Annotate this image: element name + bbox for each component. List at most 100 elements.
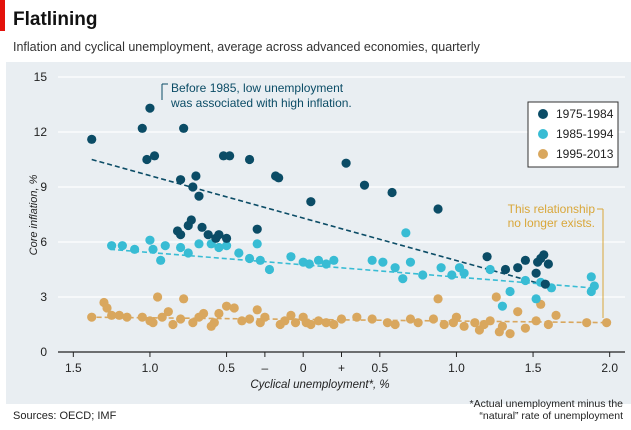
point-1995-2013 — [209, 318, 219, 328]
point-1985-1994 — [148, 244, 158, 254]
point-1985-1994 — [447, 270, 457, 280]
chart-panel — [6, 62, 631, 404]
point-1995-2013 — [260, 312, 270, 322]
y-tick-labels: 0 3 6 9 12 15 — [34, 70, 48, 359]
point-1995-2013 — [551, 310, 561, 320]
point-1995-2013 — [505, 329, 515, 339]
point-1985-1994 — [145, 235, 155, 245]
point-1985-1994 — [418, 270, 428, 280]
point-1995-2013 — [485, 316, 495, 326]
point-1995-2013 — [237, 316, 247, 326]
point-1995-2013 — [491, 292, 501, 302]
point-1995-2013 — [163, 307, 173, 317]
point-1995-2013 — [497, 321, 508, 331]
x-tick-labels: 1.5 1.0 0.5 – 0 +0.5 1.0 1.5 2.0 — [65, 361, 618, 375]
point-1995-2013 — [290, 318, 301, 328]
point-1975-1984 — [145, 103, 155, 113]
point-1975-1984 — [214, 230, 224, 240]
point-1985-1994 — [183, 248, 193, 258]
point-1975-1984 — [513, 263, 523, 273]
point-1975-1984 — [137, 123, 147, 133]
point-1995-2013 — [87, 312, 97, 322]
point-1995-2013 — [188, 318, 198, 328]
point-1995-2013 — [352, 312, 362, 322]
point-1995-2013 — [459, 321, 469, 331]
point-1985-1994 — [401, 228, 411, 238]
x-tick-label: 0 — [300, 361, 307, 375]
point-1995-2013 — [313, 316, 324, 326]
point-1995-2013 — [214, 308, 224, 319]
legend-label-1985: 1985-1994 — [556, 127, 614, 141]
point-1975-1984 — [221, 233, 232, 243]
point-1995-2013 — [602, 318, 612, 328]
point-1975-1984 — [252, 224, 262, 234]
point-1995-2013 — [520, 323, 530, 333]
point-1985-1994 — [130, 244, 140, 254]
point-1995-2013 — [153, 292, 163, 302]
footnote-line1: *Actual unemployment minus the — [469, 398, 624, 410]
point-1995-2013 — [531, 316, 541, 326]
point-1995-2013 — [286, 310, 296, 320]
point-1985-1994 — [367, 255, 377, 265]
point-1985-1994 — [485, 264, 495, 275]
point-1995-2013 — [390, 319, 400, 330]
point-1985-1994 — [214, 242, 224, 253]
point-1975-1984 — [197, 222, 207, 232]
point-1975-1984 — [540, 279, 550, 289]
point-1975-1984 — [191, 171, 201, 181]
point-1995-2013 — [107, 310, 117, 320]
point-1985-1994 — [255, 255, 265, 265]
point-1985-1994 — [531, 294, 541, 304]
point-1985-1994 — [586, 272, 596, 282]
source-note: Sources: OECD; IMF — [13, 410, 117, 422]
point-1975-1984 — [539, 250, 549, 260]
point-1995-2013 — [157, 312, 167, 322]
point-1995-2013 — [433, 294, 443, 304]
chart-title: Flatlining — [13, 9, 98, 30]
point-1975-1984 — [203, 230, 213, 240]
point-1985-1994 — [398, 274, 408, 284]
legend-marker-1975 — [538, 109, 548, 119]
point-1975-1984 — [341, 158, 351, 168]
point-1995-2013 — [306, 319, 316, 330]
x-tick-label: 1.5 — [65, 361, 82, 375]
point-1995-2013 — [513, 307, 523, 317]
point-1995-2013 — [175, 314, 186, 324]
y-tick-label: 3 — [40, 290, 47, 304]
point-1975-1984 — [188, 182, 198, 192]
annotation-pre-1985-line2: was associated with high inflation. — [170, 96, 352, 110]
point-1985-1994 — [586, 286, 596, 297]
point-1995-2013 — [198, 308, 209, 319]
point-1975-1984 — [306, 197, 316, 207]
point-1995-2013 — [137, 312, 147, 322]
point-1985-1994 — [156, 255, 166, 265]
y-tick-label: 6 — [40, 235, 47, 249]
brand-bar — [0, 0, 5, 31]
annotation-post-1995-line2: no longer exists. — [508, 216, 595, 230]
point-1995-2013 — [543, 319, 553, 330]
point-1975-1984 — [543, 259, 553, 269]
point-1985-1994 — [405, 257, 416, 267]
point-1985-1994 — [436, 263, 446, 273]
point-1995-2013 — [336, 314, 347, 324]
y-tick-label: 12 — [34, 125, 48, 139]
legend-marker-1985 — [538, 129, 548, 139]
point-1995-2013 — [329, 319, 339, 330]
point-1985-1994 — [244, 253, 255, 264]
point-1995-2013 — [179, 294, 189, 304]
point-1985-1994 — [252, 239, 262, 249]
point-1995-2013 — [413, 318, 423, 328]
x-tick-label: 0.5 — [218, 361, 235, 375]
legend-label-1995: 1995-2013 — [556, 147, 614, 161]
point-1975-1984 — [149, 151, 160, 161]
point-1975-1984 — [274, 173, 284, 183]
legend-label-1975: 1975-1984 — [556, 107, 614, 121]
point-1985-1994 — [221, 241, 232, 251]
annotation-pre-1985: Before 1985, low unemployment was associ… — [161, 81, 352, 110]
point-1985-1994 — [313, 255, 324, 265]
point-1985-1994 — [234, 248, 244, 258]
point-1995-2013 — [122, 312, 132, 322]
point-1995-2013 — [280, 316, 290, 326]
point-1985-1994 — [194, 239, 204, 249]
point-1975-1984 — [531, 268, 541, 278]
